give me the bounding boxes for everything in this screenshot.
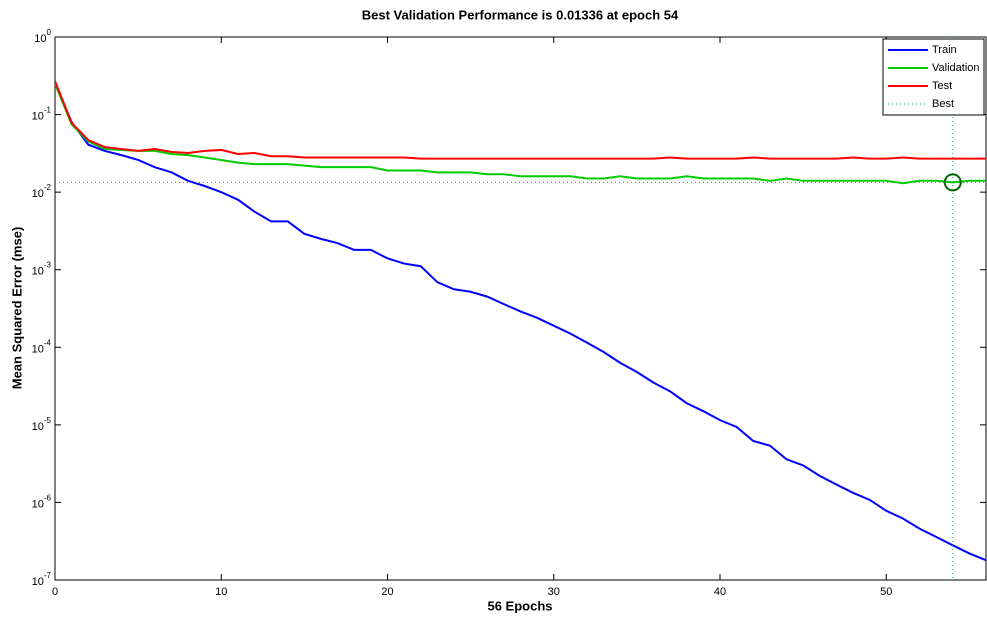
chart-title: Best Validation Performance is 0.01336 a… [362,7,679,22]
y-tick-label: 100 [34,28,51,45]
x-tick-label: 30 [548,586,560,598]
series-line [55,83,986,185]
y-tick-label: 10-1 [32,106,52,123]
series-line [55,81,986,562]
y-tick-label: 10-6 [32,494,52,511]
plot-area [54,36,987,581]
legend-label: Test [932,80,952,92]
x-tick-label: 50 [880,586,892,598]
legend-label: Validation [932,62,980,74]
x-tick-label: 40 [714,586,726,598]
x-tick-label: 0 [52,586,58,598]
legend-box [882,38,985,116]
y-axis-label: Mean Squared Error (mse) [9,227,24,390]
x-tick-label: 20 [381,586,393,598]
y-tick-label: 10-3 [32,261,52,278]
y-tick-label: 10-7 [32,571,52,588]
x-tick-label: 10 [215,586,227,598]
legend-label: Best [932,98,954,110]
x-axis-label: 56 Epochs [487,598,552,613]
best-marker [943,173,962,192]
y-tick-label: 10-2 [32,183,52,200]
y-tick-label: 10-5 [32,416,52,433]
y-tick-label: 10-4 [32,338,52,355]
legend-label: Train [932,44,957,56]
series-line [55,80,986,160]
